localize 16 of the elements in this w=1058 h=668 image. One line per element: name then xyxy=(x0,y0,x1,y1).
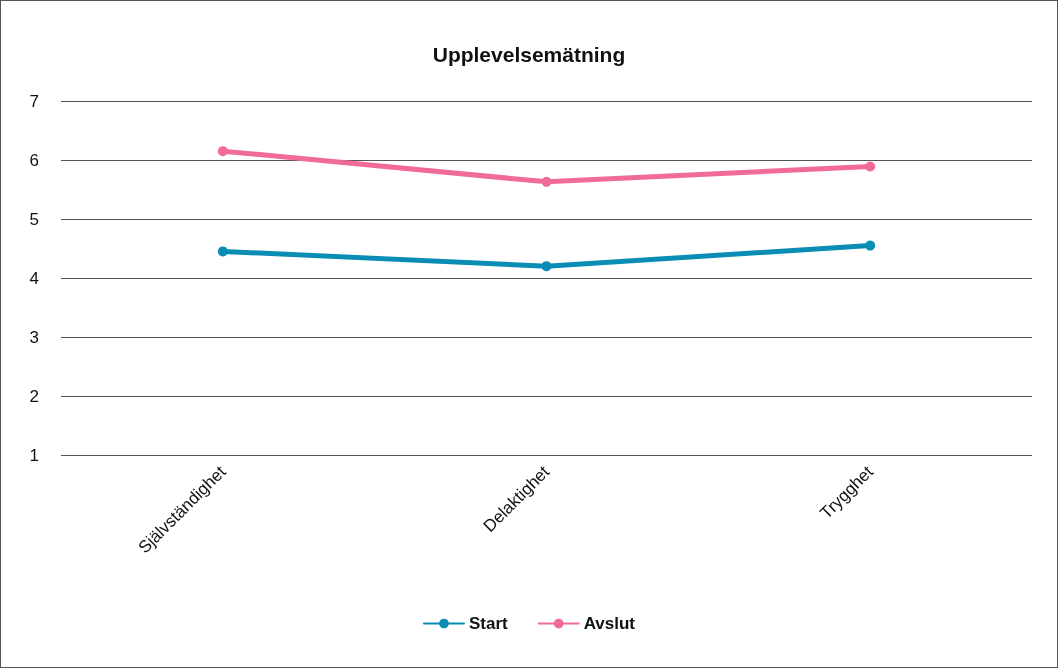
point xyxy=(217,246,228,257)
legend-label: Avslut xyxy=(583,614,636,633)
y-tick-label: 2 xyxy=(29,386,39,406)
y-tick-label: 5 xyxy=(29,209,39,229)
point xyxy=(217,146,228,157)
point xyxy=(541,261,552,272)
y-tick-label: 7 xyxy=(29,91,39,111)
point xyxy=(865,240,876,251)
y-tick-label: 3 xyxy=(29,327,39,347)
y-tick-label: 4 xyxy=(29,268,39,288)
point xyxy=(541,176,552,187)
legend-label: Start xyxy=(468,614,509,633)
y-tick-label: 1 xyxy=(29,445,39,465)
y-tick-label: 6 xyxy=(29,150,39,170)
chart-title: Upplevelsemätning xyxy=(432,43,626,66)
point xyxy=(865,161,876,172)
